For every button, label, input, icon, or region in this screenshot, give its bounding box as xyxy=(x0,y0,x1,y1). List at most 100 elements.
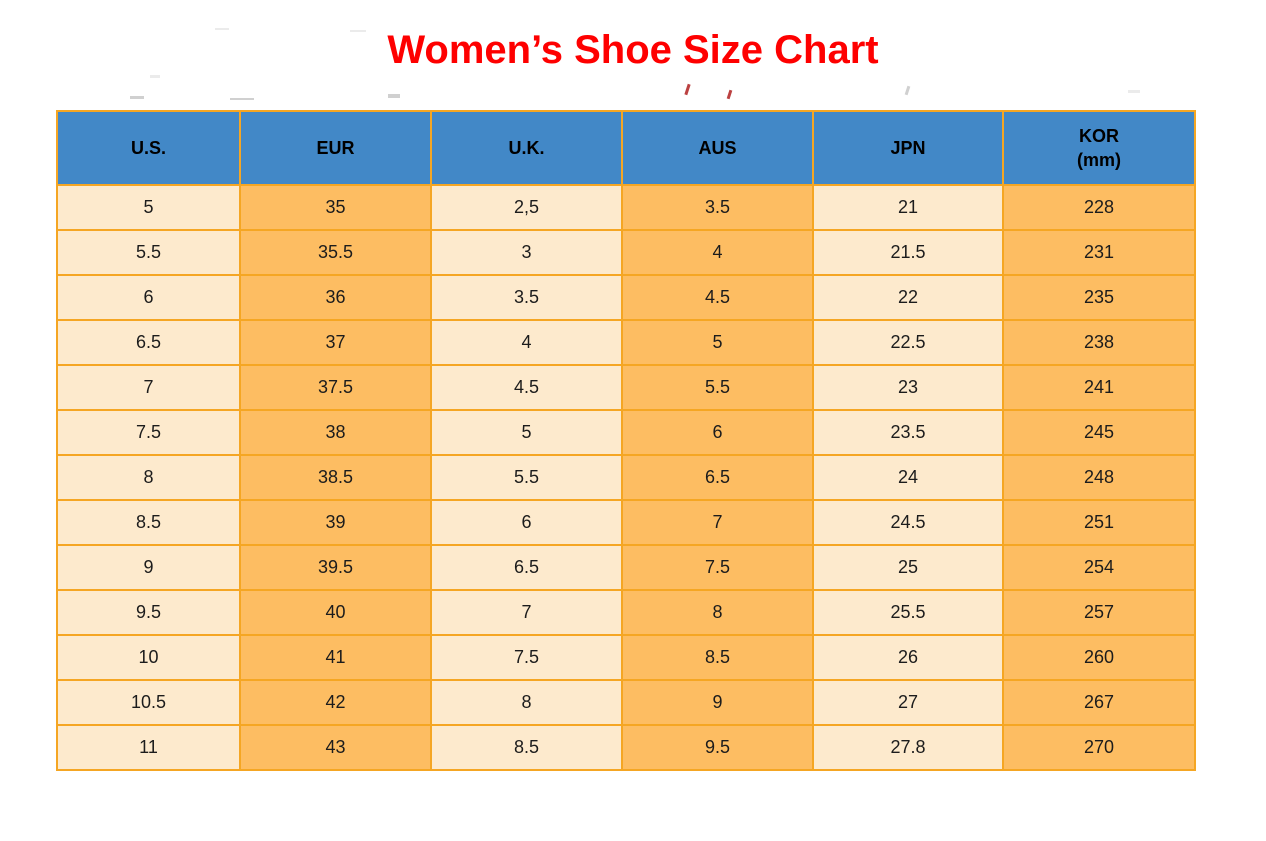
table-cell: 3.5 xyxy=(430,274,623,321)
header-label: EUR xyxy=(316,138,355,158)
header-label: U.S. xyxy=(130,138,166,158)
table-cell: 38.5 xyxy=(239,454,432,501)
table-cell: 7 xyxy=(621,499,814,546)
watermark-artifact xyxy=(215,28,229,30)
table-cell: 26 xyxy=(812,634,1004,681)
table-cell: 8 xyxy=(430,679,623,726)
table-cell: 4.5 xyxy=(430,364,623,411)
table-cell: 8 xyxy=(56,454,241,501)
table-cell: 7.5 xyxy=(621,544,814,591)
table-cell: 257 xyxy=(1002,589,1196,636)
watermark-artifact xyxy=(130,96,144,99)
table-cell: 7.5 xyxy=(430,634,623,681)
header-label: AUS xyxy=(698,138,737,158)
table-cell: 6.5 xyxy=(56,319,241,366)
table-cell: 254 xyxy=(1002,544,1196,591)
table-cell: 7 xyxy=(430,589,623,636)
table-row: 5.5 35.5 3 4 21.5 231 xyxy=(56,229,1196,276)
watermark-artifact xyxy=(726,89,733,100)
table-cell: 39 xyxy=(239,499,432,546)
size-chart-table: U.S. EUR U.K. AUS JPN KOR (mm) 5 35 2,5 3.5 21 228 5… xyxy=(56,110,1196,771)
table-cell: 6.5 xyxy=(621,454,814,501)
table-cell: 39.5 xyxy=(239,544,432,591)
table-cell: 23.5 xyxy=(812,409,1004,456)
column-header-jpn: JPN xyxy=(812,110,1004,186)
table-row: 10 41 7.5 8.5 26 260 xyxy=(56,634,1196,681)
table-cell: 8.5 xyxy=(430,724,623,771)
table-cell: 5 xyxy=(56,184,241,231)
column-header-us: U.S. xyxy=(56,110,241,186)
table-cell: 267 xyxy=(1002,679,1196,726)
table-cell: 9.5 xyxy=(56,589,241,636)
table-row: 9.5 40 7 8 25.5 257 xyxy=(56,589,1196,636)
table-cell: 27.8 xyxy=(812,724,1004,771)
table-cell: 7.5 xyxy=(56,409,241,456)
table-cell: 241 xyxy=(1002,364,1196,411)
header-label: KOR xyxy=(1079,126,1119,146)
table-cell: 25 xyxy=(812,544,1004,591)
table-cell: 238 xyxy=(1002,319,1196,366)
table-row: 6 36 3.5 4.5 22 235 xyxy=(56,274,1196,321)
column-header-kor: KOR (mm) xyxy=(1002,110,1196,186)
table-cell: 35.5 xyxy=(239,229,432,276)
header-row: U.S. EUR U.K. AUS JPN KOR (mm) xyxy=(56,110,1196,186)
table-cell: 6 xyxy=(430,499,623,546)
table-cell: 4 xyxy=(621,229,814,276)
table-cell: 235 xyxy=(1002,274,1196,321)
column-header-eur: EUR xyxy=(239,110,432,186)
table-cell: 24.5 xyxy=(812,499,1004,546)
table-row: 8.5 39 6 7 24.5 251 xyxy=(56,499,1196,546)
table-cell: 38 xyxy=(239,409,432,456)
header-label: JPN xyxy=(890,138,926,158)
table-cell: 23 xyxy=(812,364,1004,411)
table-cell: 9 xyxy=(56,544,241,591)
watermark-artifact xyxy=(1128,90,1140,93)
table-cell: 37.5 xyxy=(239,364,432,411)
table-cell: 260 xyxy=(1002,634,1196,681)
table-row: 9 39.5 6.5 7.5 25 254 xyxy=(56,544,1196,591)
table-cell: 10.5 xyxy=(56,679,241,726)
table-row: 7.5 38 5 6 23.5 245 xyxy=(56,409,1196,456)
watermark-artifact xyxy=(684,83,691,96)
table-row: 7 37.5 4.5 5.5 23 241 xyxy=(56,364,1196,411)
table-cell: 6 xyxy=(621,409,814,456)
table-cell: 5.5 xyxy=(621,364,814,411)
table-cell: 251 xyxy=(1002,499,1196,546)
table-cell: 8.5 xyxy=(621,634,814,681)
table-row: 10.5 42 8 9 27 267 xyxy=(56,679,1196,726)
table-cell: 8.5 xyxy=(56,499,241,546)
header-sublabel: (mm) xyxy=(1077,150,1121,170)
table-cell: 35 xyxy=(239,184,432,231)
table-cell: 40 xyxy=(239,589,432,636)
table-cell: 3.5 xyxy=(621,184,814,231)
table-cell: 2,5 xyxy=(430,184,623,231)
table-cell: 25.5 xyxy=(812,589,1004,636)
table-cell: 3 xyxy=(430,229,623,276)
table-cell: 248 xyxy=(1002,454,1196,501)
table-cell: 228 xyxy=(1002,184,1196,231)
table-row: 8 38.5 5.5 6.5 24 248 xyxy=(56,454,1196,501)
table-cell: 11 xyxy=(56,724,241,771)
table-row: 6.5 37 4 5 22.5 238 xyxy=(56,319,1196,366)
table-cell: 231 xyxy=(1002,229,1196,276)
table-cell: 8 xyxy=(621,589,814,636)
header-label: U.K. xyxy=(508,138,545,158)
table-cell: 6 xyxy=(56,274,241,321)
table-cell: 27 xyxy=(812,679,1004,726)
table-cell: 36 xyxy=(239,274,432,321)
table-cell: 42 xyxy=(239,679,432,726)
watermark-artifact xyxy=(388,94,400,98)
table-cell: 37 xyxy=(239,319,432,366)
table-cell: 9.5 xyxy=(621,724,814,771)
table-cell: 9 xyxy=(621,679,814,726)
watermark-artifact xyxy=(904,85,911,96)
table-cell: 21 xyxy=(812,184,1004,231)
watermark-artifact xyxy=(230,98,254,100)
watermark-artifact xyxy=(350,30,366,32)
table-row: 5 35 2,5 3.5 21 228 xyxy=(56,184,1196,231)
table-cell: 22 xyxy=(812,274,1004,321)
table-cell: 24 xyxy=(812,454,1004,501)
table-cell: 5.5 xyxy=(56,229,241,276)
table-cell: 5 xyxy=(430,409,623,456)
